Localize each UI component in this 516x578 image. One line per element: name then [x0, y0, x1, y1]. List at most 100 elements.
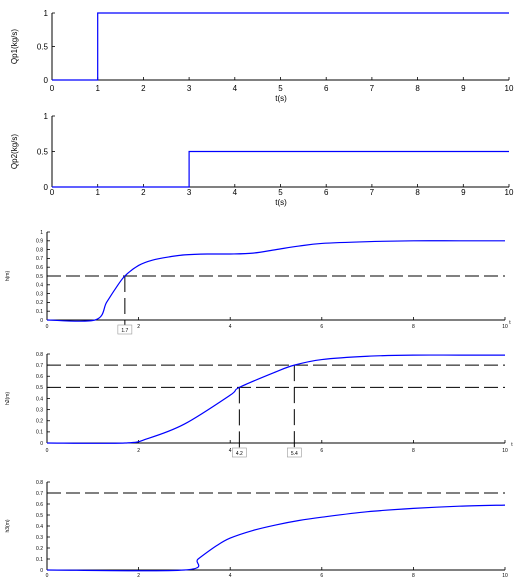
y-tick-label: 0.5 [36, 513, 43, 519]
series-line [46, 504, 506, 572]
y-tick-label: 0.2 [36, 546, 43, 552]
series-line [46, 354, 505, 444]
x-tick-label: 6 [324, 188, 329, 197]
series-line [52, 12, 509, 81]
y-tick-label: 0.7 [36, 363, 43, 369]
x-tick-label: 10 [505, 188, 514, 197]
x-tick-label: 2 [137, 448, 140, 454]
x-axis-label: t [509, 320, 511, 326]
x-tick-label: 6 [324, 84, 329, 93]
marker-label: 4.2 [236, 451, 243, 457]
y-tick-label: 0.4 [36, 283, 43, 289]
y-tick-label: 0.3 [36, 291, 43, 297]
y-tick-label: 1 [40, 230, 43, 236]
x-tick-label: 2 [137, 573, 140, 578]
x-tick-label: 10 [502, 324, 508, 330]
y-axis-label: Qp2(kg/s) [10, 134, 19, 169]
y-tick-label: 0.5 [37, 42, 49, 51]
y-tick-label: 0.3 [36, 407, 43, 413]
y-tick-label: 1 [44, 9, 49, 18]
x-axis-label: t(s) [275, 94, 287, 103]
x-tick-label: 7 [370, 188, 375, 197]
x-tick-label: 0 [50, 188, 55, 197]
marker-label: 1.7 [121, 328, 128, 334]
chart-4: 0 2 4 6 8 10 0 0.1 0.2 0.3 0.4 0.5 0.6 0.7 0.8 t h2(m) 4.… [5, 352, 513, 458]
y-axis-label: h2(m) [5, 392, 11, 405]
x-tick-label: 10 [505, 84, 514, 93]
y-tick-label: 0.4 [36, 396, 43, 402]
x-tick-label: 2 [137, 324, 140, 330]
x-tick-label: 0 [46, 573, 49, 578]
y-tick-label: 0.7 [36, 491, 43, 497]
series-line [46, 240, 505, 322]
y-tick-label: 0 [40, 318, 43, 324]
marker-box [117, 324, 133, 335]
x-tick-label: 2 [141, 84, 146, 93]
x-tick-label: 0 [46, 324, 49, 330]
y-tick-label: 0.5 [36, 385, 43, 391]
x-tick-label: 5 [278, 84, 283, 93]
y-tick-label: 0.1 [36, 430, 43, 436]
x-tick-label: 1 [95, 84, 100, 93]
x-tick-label: 3 [187, 188, 192, 197]
y-tick-label: 0 [44, 76, 49, 85]
chart-3: 0 2 4 6 8 10 0 0.1 0.2 0.3 0.4 0.5 0.6 0.7 0.8 0.9 1 t h(m… [5, 230, 511, 335]
x-tick-label: 8 [412, 573, 415, 578]
x-tick-label: 7 [370, 84, 375, 93]
y-tick-label: 0 [40, 568, 43, 574]
x-tick-label: 10 [502, 573, 508, 578]
x-tick-label: 8 [415, 188, 420, 197]
y-axis-label: Qp1(kg/s) [10, 29, 19, 64]
x-tick-label: 4 [229, 448, 232, 454]
x-tick-label: 9 [461, 84, 466, 93]
chart-5: 0 2 4 6 8 10 0 0.1 0.2 0.3 0.4 0.5 0.6 0.7 0.8 h3(m) [5, 480, 508, 578]
x-tick-label: 6 [320, 324, 323, 330]
x-tick-label: 4 [233, 84, 238, 93]
x-axis-label: t [511, 442, 513, 448]
x-axis-label: t(s) [275, 198, 287, 207]
y-tick-label: 1 [44, 112, 49, 121]
series-line [52, 150, 509, 188]
x-tick-label: 6 [320, 573, 323, 578]
x-tick-label: 5 [278, 188, 283, 197]
x-tick-label: 0 [46, 448, 49, 454]
chart-2: 0 1 2 3 4 5 6 7 8 9 10 0 0.5 1 t(s) Qp2(kg/s) [10, 112, 514, 207]
marker-box [232, 447, 247, 458]
y-tick-label: 0.6 [36, 374, 43, 380]
y-tick-label: 0.1 [36, 557, 43, 563]
y-tick-label: 0.2 [36, 419, 43, 425]
x-tick-label: 0 [50, 84, 55, 93]
x-tick-label: 4 [229, 573, 232, 578]
y-tick-label: 0.5 [36, 274, 43, 280]
x-tick-label: 10 [502, 448, 508, 454]
y-tick-label: 0.5 [37, 147, 49, 156]
x-tick-label: 6 [320, 448, 323, 454]
y-axis-label: h(m) [5, 271, 11, 282]
y-tick-label: 0.1 [36, 309, 43, 315]
y-tick-label: 0.6 [36, 265, 43, 271]
marker-label: 5.4 [291, 451, 298, 457]
y-tick-label: 0.2 [36, 300, 43, 306]
marker-box [287, 447, 302, 458]
y-tick-label: 0.4 [36, 524, 43, 530]
y-tick-label: 0.9 [36, 239, 43, 245]
x-tick-label: 9 [461, 188, 466, 197]
y-tick-label: 0.8 [36, 352, 43, 358]
x-tick-label: 3 [187, 84, 192, 93]
x-tick-label: 8 [412, 324, 415, 330]
y-tick-label: 0.3 [36, 535, 43, 541]
x-tick-label: 8 [412, 448, 415, 454]
y-tick-label: 0.7 [36, 256, 43, 262]
y-tick-label: 0.6 [36, 502, 43, 508]
x-tick-label: 2 [141, 188, 146, 197]
y-tick-label: 0 [40, 441, 43, 447]
y-tick-label: 0.8 [36, 247, 43, 253]
x-tick-label: 4 [229, 324, 232, 330]
x-tick-label: 8 [415, 84, 420, 93]
x-tick-label: 4 [233, 188, 238, 197]
y-axis-label: h3(m) [5, 519, 11, 532]
x-tick-label: 1 [95, 188, 100, 197]
y-tick-label: 0.8 [36, 480, 43, 486]
y-tick-label: 0 [44, 183, 49, 192]
